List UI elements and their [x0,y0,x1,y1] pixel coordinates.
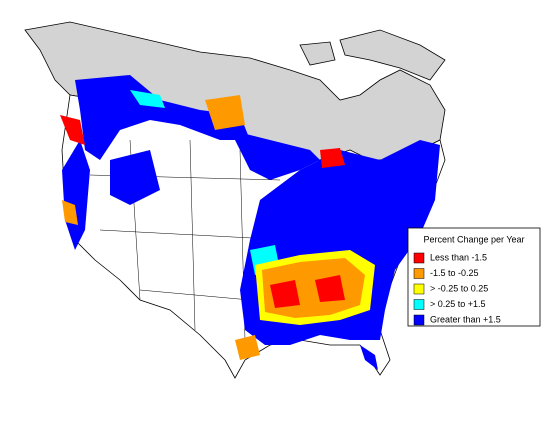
legend-label: > 0.25 to +1.5 [430,299,486,309]
legend-title: Percent Change per Year [423,234,524,244]
legend-swatch [413,314,425,326]
arctic-islands [299,41,336,66]
legend: Percent Change per Year Less than -1.5 -1… [407,227,541,327]
legend-swatch [413,252,425,264]
blue-regions [62,75,440,370]
legend-label: -1.5 to -0.25 [430,268,479,278]
legend-swatch [413,268,425,279]
arctic-islands [339,29,446,81]
warm-regions [60,95,375,360]
legend-label: > -0.25 to 0.25 [430,283,488,293]
legend-swatch [413,283,425,295]
legend-label: Greater than +1.5 [430,314,501,324]
legend-box [407,227,541,327]
borders [89,139,291,341]
legend-label: Less than -1.5 [430,252,487,262]
legend-swatch [413,299,425,310]
